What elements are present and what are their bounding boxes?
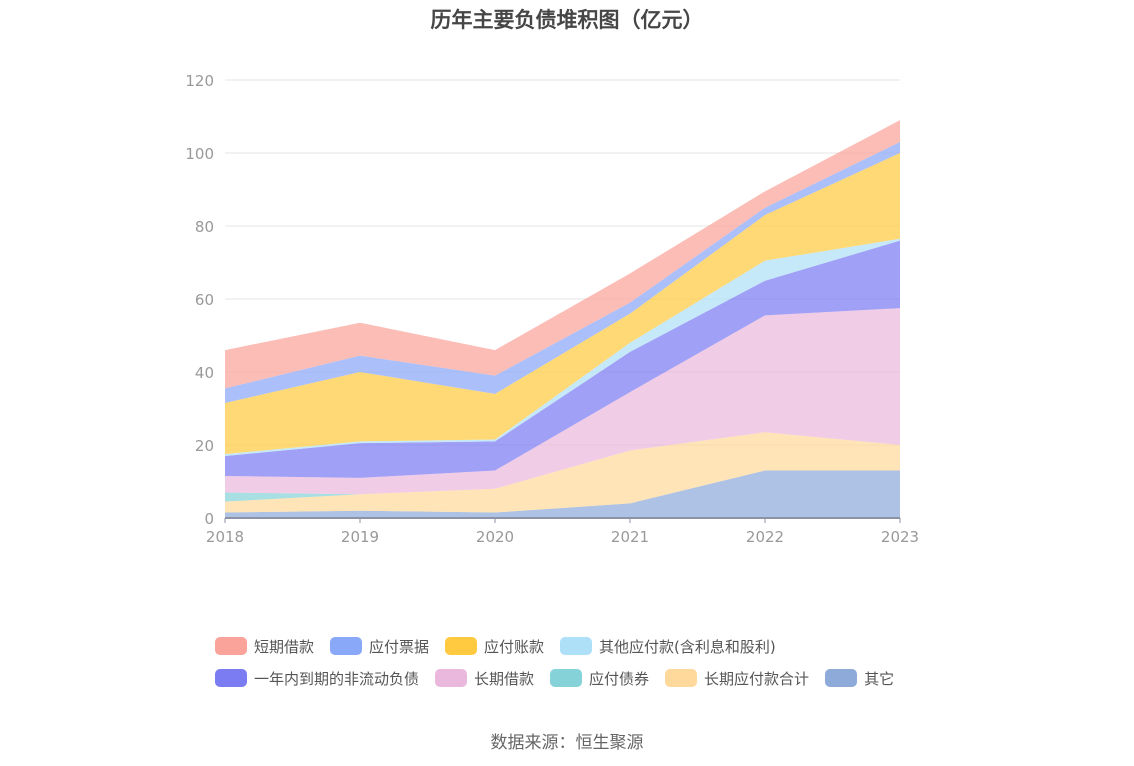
y-tick-label: 100: [185, 145, 214, 163]
legend-swatch: [550, 669, 583, 687]
y-tick-label: 120: [185, 72, 214, 90]
area-5: [225, 238, 900, 456]
x-tick-label: 2018: [206, 528, 244, 546]
x-tick-label: 2019: [341, 528, 379, 546]
legend-item[interactable]: 长期应付款合计: [665, 668, 809, 689]
y-tick-label: 60: [195, 291, 214, 309]
legend: 短期借款 应付票据 应付账款 其他应付款(含利息和股利) 一年内到期的非流动负债 长期借…: [215, 630, 935, 694]
x-tick-label: 2021: [611, 528, 649, 546]
legend-item[interactable]: 短期借款: [215, 636, 314, 657]
x-tick-label: 2020: [476, 528, 514, 546]
legend-item[interactable]: 一年内到期的非流动负债: [215, 668, 419, 689]
area-series: [225, 120, 900, 518]
legend-swatch: [560, 637, 593, 655]
legend-row: 一年内到期的非流动负债 长期借款 应付债券 长期应付款合计 其它: [215, 662, 935, 694]
stacked-area-chart: 0 20 40 60 80 100 120 2018 2019 2020 2021 2022 2023: [185, 72, 919, 546]
y-tick-label: 20: [195, 437, 214, 455]
chart-title: 历年主要负债堆积图（亿元）: [430, 8, 704, 32]
y-tick-label: 0: [204, 510, 214, 528]
legend-swatch: [665, 669, 698, 687]
legend-label: 应付票据: [369, 637, 430, 656]
legend-item[interactable]: 其它: [825, 668, 894, 689]
legend-label: 其他应付款(含利息和股利): [599, 637, 776, 656]
y-tick-label: 80: [195, 218, 214, 236]
legend-label: 其它: [864, 669, 895, 688]
area-0: [225, 470, 900, 518]
legend-swatch: [825, 669, 858, 687]
x-tick-label: 2022: [746, 528, 784, 546]
legend-swatch: [215, 669, 247, 687]
legend-label: 应付账款: [484, 637, 545, 656]
x-tick-label: 2023: [881, 528, 919, 546]
area-7: [225, 142, 900, 404]
legend-swatch: [215, 637, 247, 655]
legend-label: 短期借款: [254, 637, 315, 656]
legend-row: 短期借款 应付票据 应付账款 其他应付款(含利息和股利): [215, 630, 935, 662]
area-1: [225, 432, 900, 513]
y-tick-label: 40: [195, 364, 214, 382]
legend-item[interactable]: 其他应付款(含利息和股利): [560, 636, 776, 657]
legend-label: 应付债券: [589, 669, 650, 688]
legend-item[interactable]: 长期借款: [435, 668, 534, 689]
source-note: 数据来源：恒生聚源: [490, 733, 644, 753]
legend-swatch: [330, 637, 363, 655]
area-6: [225, 153, 900, 455]
legend-label: 长期借款: [474, 669, 535, 688]
legend-item[interactable]: 应付债券: [550, 668, 649, 689]
area-8: [225, 120, 900, 389]
legend-item[interactable]: 应付票据: [330, 636, 429, 657]
axes: 0 20 40 60 80 100 120 2018 2019 2020 2021 2022 2023: [185, 72, 919, 546]
area-2: [225, 432, 900, 502]
area-3: [225, 308, 900, 495]
legend-swatch: [445, 637, 478, 655]
legend-label: 长期应付款合计: [704, 669, 810, 688]
legend-item[interactable]: 应付账款: [445, 636, 544, 657]
legend-swatch: [435, 669, 468, 687]
area-4: [225, 240, 900, 478]
legend-label: 一年内到期的非流动负债: [254, 669, 420, 688]
